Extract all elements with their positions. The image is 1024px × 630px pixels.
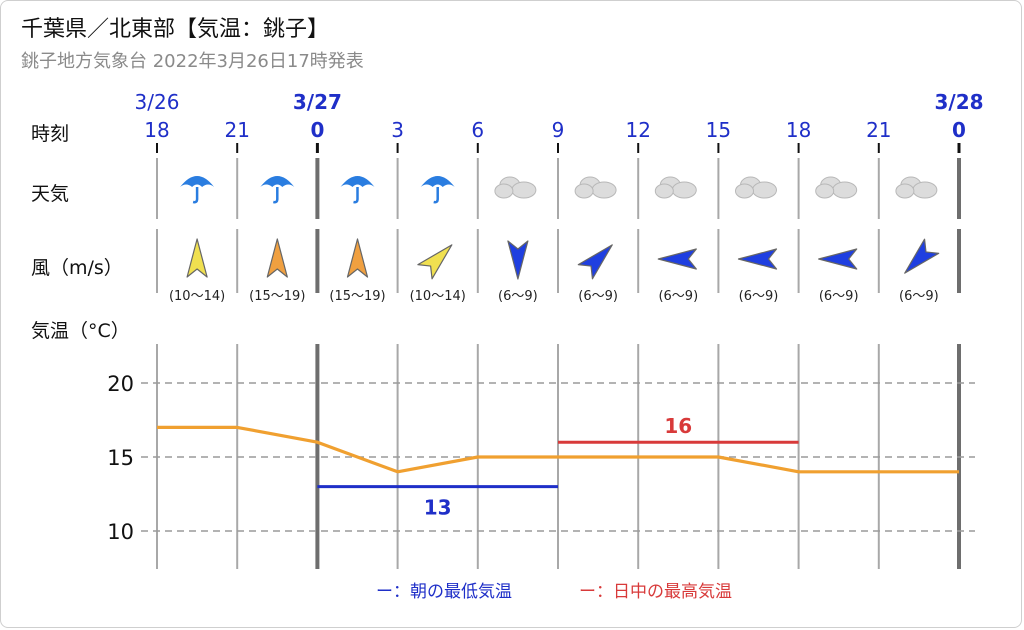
cloud-puff — [671, 181, 697, 199]
cloud-puff — [815, 183, 835, 199]
legend-min-temp: ー：朝の最低気温 — [376, 582, 512, 602]
temp-row-label: 気温（°C） — [31, 320, 130, 342]
cloud-puff — [494, 183, 514, 199]
time-label: 0 — [952, 118, 966, 142]
umbrella-canopy — [180, 176, 215, 187]
min-temp-label: 13 — [424, 496, 452, 520]
wind-arrow-icon — [186, 238, 208, 278]
date-label: 3/27 — [293, 90, 342, 114]
umbrella-canopy — [260, 176, 295, 187]
wind-speed-label: (10〜14) — [410, 289, 466, 304]
max-temp-label: 16 — [664, 414, 692, 438]
y-tick-label: 15 — [107, 446, 134, 470]
cloud-icon — [815, 176, 858, 199]
y-tick-label: 20 — [107, 372, 134, 396]
wind-arrow-icon — [266, 238, 288, 278]
time-label: 21 — [866, 118, 891, 142]
cloud-puff — [574, 183, 594, 199]
umbrella-canopy — [420, 176, 455, 187]
umbrella-handle — [192, 187, 199, 204]
date-label: 3/28 — [934, 90, 983, 114]
cloud-puff — [511, 181, 537, 199]
wind-speed-label: (15〜19) — [329, 289, 385, 304]
cloud-icon — [735, 176, 777, 199]
umbrella-icon — [260, 176, 295, 204]
cloud-puff — [895, 183, 915, 199]
time-label: 0 — [310, 118, 324, 142]
cloud-icon — [895, 176, 938, 199]
time-label: 15 — [706, 118, 731, 142]
cloud-puff — [912, 181, 938, 199]
time-label: 3 — [391, 118, 404, 142]
umbrella-icon — [180, 176, 215, 204]
cloud-puff — [832, 181, 858, 199]
wind-arrow-icon — [577, 244, 613, 280]
cloud-icon — [574, 176, 617, 199]
wind-arrow-icon — [657, 248, 697, 270]
wind-speed-label: (6〜9) — [739, 289, 779, 304]
umbrella-handle — [433, 187, 439, 204]
time-label: 21 — [224, 118, 249, 142]
time-label: 18 — [144, 118, 169, 142]
date-label: 3/26 — [135, 90, 180, 114]
umbrella-canopy — [340, 176, 375, 187]
wind-speed-label: (6〜9) — [498, 289, 538, 304]
y-tick-label: 10 — [107, 520, 134, 544]
cloud-icon — [654, 176, 697, 199]
cloud-puff — [735, 183, 754, 199]
wind-speed-label: (15〜19) — [249, 289, 305, 304]
wind-speed-label: (10〜14) — [169, 289, 225, 304]
time-label: 9 — [552, 118, 565, 142]
umbrella-icon — [340, 176, 375, 204]
wind-arrow-icon — [346, 238, 369, 278]
cloud-puff — [752, 181, 777, 199]
wind-speed-label: (6〜9) — [578, 289, 618, 304]
cloud-icon — [494, 176, 537, 199]
wind-arrow-icon — [737, 248, 778, 270]
temperature-line — [157, 425, 959, 474]
time-label: 6 — [471, 118, 484, 142]
wind-arrow-icon — [507, 240, 529, 280]
umbrella-icon — [420, 176, 455, 204]
wind-arrow-icon — [904, 238, 940, 274]
wind-speed-label: (6〜9) — [819, 289, 859, 304]
weather-row-label: 天気 — [31, 183, 70, 205]
time-row-label: 時刻 — [31, 123, 70, 145]
wind-speed-label: (6〜9) — [899, 289, 939, 304]
wind-speed-label: (6〜9) — [658, 289, 698, 304]
wind-arrow-icon — [818, 248, 858, 270]
cloud-puff — [591, 181, 617, 199]
umbrella-handle — [353, 187, 359, 204]
umbrella-handle — [272, 187, 279, 204]
wind-row-label: 風（m/s） — [31, 257, 123, 279]
time-label: 18 — [786, 118, 811, 142]
wind-arrow-icon — [417, 244, 453, 280]
cloud-puff — [654, 183, 674, 199]
page-subtitle: 銚子地方気象台 2022年3月26日17時発表 — [21, 51, 364, 72]
page-title: 千葉県／北東部【気温：銚子】 — [21, 17, 330, 42]
time-label: 12 — [625, 118, 650, 142]
legend-max-temp: ー：日中の最高気温 — [579, 582, 732, 602]
